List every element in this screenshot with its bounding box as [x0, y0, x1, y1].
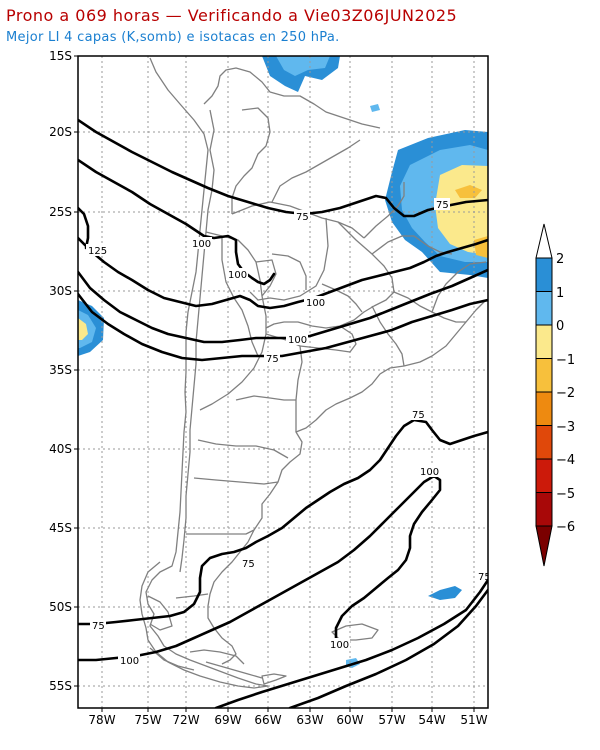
colorbar-swatch: [535, 358, 553, 393]
lon-label: 51W: [460, 713, 487, 727]
colorbar-label: 2: [556, 252, 564, 267]
colorbar-label: −4: [556, 453, 575, 468]
colorbar-swatch: [535, 291, 553, 326]
isotach-label: 75: [92, 621, 105, 632]
isotach-label: 100: [288, 335, 307, 346]
lat-label: 15S: [49, 49, 72, 63]
lat-label: 30S: [49, 284, 72, 298]
isotach-label: 75: [412, 410, 425, 421]
lat-label: 50S: [49, 600, 72, 614]
colorbar-label: 0: [556, 319, 564, 334]
colorbar-label: −3: [556, 420, 575, 435]
colorbar-swatch: [535, 324, 553, 359]
plot-frame: [77, 55, 489, 709]
isotach-label: 100: [420, 467, 439, 478]
isotach-100-mid: [78, 268, 488, 344]
colorbar-swatch: [535, 425, 553, 460]
lon-label: 78W: [88, 713, 115, 727]
isotach-label: 100: [306, 298, 325, 309]
isotach-75-far-south: [288, 588, 488, 708]
lat-label: 25S: [49, 205, 72, 219]
isotach-label: 75: [266, 354, 279, 365]
colorbar-label: −5: [556, 487, 575, 502]
tick-marks: [74, 55, 475, 712]
colorbar-label: 1: [556, 286, 564, 301]
isotach-100-north: [78, 158, 276, 286]
map-title: Prono a 069 horas — Verificando a Vie03Z…: [6, 6, 458, 25]
border-chile-argentina: [179, 109, 215, 573]
lon-label: 69W: [214, 713, 241, 727]
lat-label: 35S: [49, 363, 72, 377]
colorbar-swatch: [535, 492, 553, 527]
longitude-labels: 78W 75W 72W 69W 66W 63W 60W 57W 54W 51W: [88, 713, 487, 727]
isotach-label: 75: [296, 212, 309, 223]
isotach-label: 100: [120, 656, 139, 667]
map-subtitle: Mejor LI 4 capas (K,somb) e isotacas en …: [6, 30, 340, 45]
colorbar-top-arrow: [535, 223, 553, 259]
isotach-125: [78, 206, 90, 250]
colorbar-label: −2: [556, 386, 575, 401]
lon-label: 75W: [134, 713, 161, 727]
province-boundaries: [199, 231, 267, 411]
lon-label: 60W: [336, 713, 363, 727]
colorbar-swatch: [535, 458, 553, 493]
colorbar-swatch: [535, 391, 553, 426]
lat-label: 45S: [49, 521, 72, 535]
li-shading: [78, 56, 488, 668]
lon-label: 72W: [172, 713, 199, 727]
isotach-100-south: [78, 474, 442, 662]
lat-label: 40S: [49, 442, 72, 456]
isotach-label: 75: [436, 200, 449, 211]
isotach-label: 125: [88, 246, 107, 257]
colorbar-label: −1: [556, 353, 575, 368]
lon-label: 54W: [418, 713, 445, 727]
isotach-label-edge: 75: [478, 572, 491, 583]
colorbar-swatch: [535, 257, 553, 292]
colorbar-bottom-arrow: [535, 525, 553, 567]
isotach-label-group: 125 100 75 75 100 100 100 75 75 100 75 7…: [86, 198, 491, 667]
atlantic-coastline: [207, 299, 487, 665]
lat-label: 20S: [49, 125, 72, 139]
isotach-label: 100: [330, 640, 349, 651]
colorbar-label: −6: [556, 520, 575, 535]
li-area-atlantic: [428, 586, 462, 600]
lon-label: 63W: [296, 713, 323, 727]
isotach-100-far-south: [214, 578, 488, 708]
lon-label: 57W: [378, 713, 405, 727]
lon-label: 66W: [254, 713, 281, 727]
coastlines-borders: [139, 57, 487, 689]
colorbar-legend: 2 1 0 −1 −2 −3 −4 −5 −6: [535, 223, 575, 567]
pacific-coastline: [139, 57, 269, 689]
isotach-label: 75: [242, 559, 255, 570]
latitude-labels: 15S 20S 25S 30S 35S 40S 45S 50S 55S: [49, 49, 72, 693]
isotach-label: 100: [192, 239, 211, 250]
lat-label: 55S: [49, 679, 72, 693]
isotach-label: 100: [228, 270, 247, 281]
isotach-75-south: [78, 418, 488, 626]
